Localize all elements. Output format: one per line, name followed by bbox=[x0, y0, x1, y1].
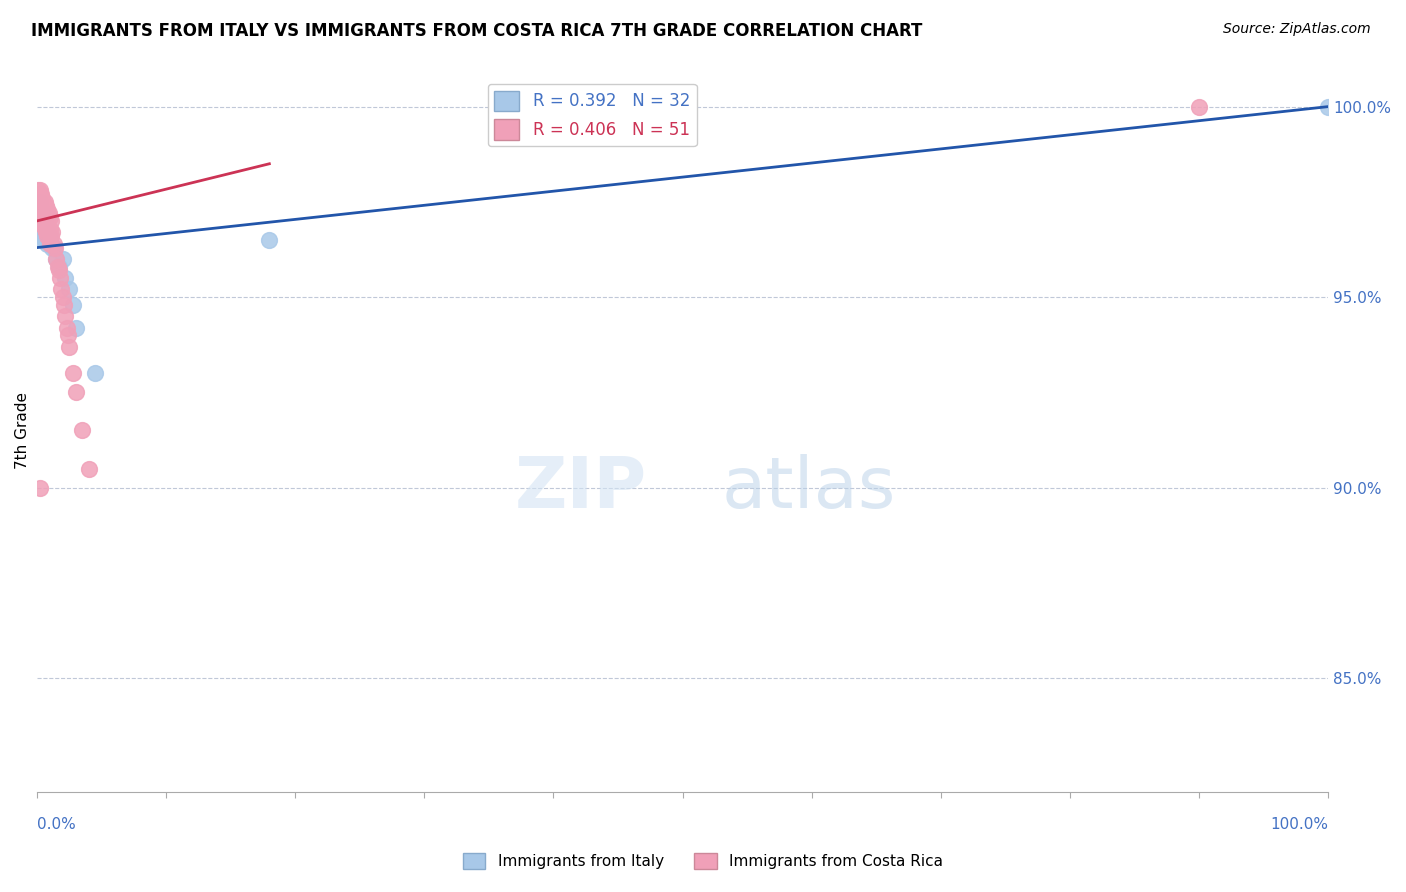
Point bbox=[28, 206, 51, 220]
Point bbox=[34, 194, 56, 209]
Point bbox=[32, 233, 55, 247]
Point bbox=[30, 210, 52, 224]
Point bbox=[37, 202, 59, 217]
Point bbox=[55, 320, 77, 334]
Point bbox=[70, 424, 93, 438]
Point bbox=[1188, 100, 1211, 114]
Point bbox=[37, 221, 59, 235]
Point bbox=[31, 202, 53, 217]
Point bbox=[27, 206, 49, 220]
Point bbox=[32, 194, 55, 209]
Point bbox=[34, 233, 56, 247]
Point bbox=[28, 481, 51, 495]
Point bbox=[27, 221, 49, 235]
Point bbox=[53, 271, 76, 285]
Point bbox=[27, 210, 49, 224]
Point bbox=[65, 320, 87, 334]
Text: 0.0%: 0.0% bbox=[37, 817, 76, 832]
Point bbox=[30, 202, 52, 217]
Point bbox=[28, 194, 51, 209]
Point bbox=[35, 210, 58, 224]
Legend: Immigrants from Italy, Immigrants from Costa Rica: Immigrants from Italy, Immigrants from C… bbox=[457, 847, 949, 875]
Point bbox=[31, 214, 53, 228]
Point bbox=[62, 298, 84, 312]
Point bbox=[30, 199, 52, 213]
Text: 100.0%: 100.0% bbox=[1270, 817, 1329, 832]
Point bbox=[46, 260, 69, 274]
Point bbox=[28, 206, 51, 220]
Point bbox=[41, 241, 63, 255]
Point bbox=[35, 199, 58, 213]
Point bbox=[34, 214, 56, 228]
Point bbox=[31, 229, 53, 244]
Point bbox=[31, 214, 53, 228]
Point bbox=[38, 206, 60, 220]
Point bbox=[32, 214, 55, 228]
Point bbox=[35, 225, 58, 239]
Point bbox=[38, 233, 60, 247]
Point bbox=[65, 385, 87, 400]
Point bbox=[38, 236, 60, 251]
Point bbox=[30, 214, 52, 228]
Point bbox=[41, 225, 63, 239]
Point bbox=[34, 206, 56, 220]
Point bbox=[52, 290, 75, 304]
Point bbox=[84, 367, 107, 381]
Point bbox=[56, 328, 79, 343]
Text: Source: ZipAtlas.com: Source: ZipAtlas.com bbox=[1223, 22, 1371, 37]
Point bbox=[28, 183, 51, 197]
Point bbox=[31, 191, 53, 205]
Point bbox=[42, 236, 65, 251]
Point bbox=[39, 214, 62, 228]
Point bbox=[53, 298, 76, 312]
Point bbox=[37, 229, 59, 244]
Point bbox=[259, 233, 281, 247]
Point bbox=[42, 241, 65, 255]
Point bbox=[77, 461, 100, 475]
Point bbox=[51, 283, 73, 297]
Point bbox=[38, 221, 60, 235]
Point bbox=[37, 214, 59, 228]
Point bbox=[44, 241, 66, 255]
Point bbox=[32, 218, 55, 232]
Point bbox=[30, 187, 52, 202]
Point bbox=[30, 225, 52, 239]
Point bbox=[31, 206, 53, 220]
Point bbox=[27, 183, 49, 197]
Point bbox=[39, 229, 62, 244]
Point bbox=[53, 309, 76, 323]
Point bbox=[49, 271, 72, 285]
Legend: R = 0.392   N = 32, R = 0.406   N = 51: R = 0.392 N = 32, R = 0.406 N = 51 bbox=[488, 84, 697, 146]
Point bbox=[35, 225, 58, 239]
Point bbox=[48, 260, 70, 274]
Point bbox=[38, 210, 60, 224]
Point bbox=[1317, 100, 1340, 114]
Point bbox=[48, 263, 70, 277]
Point bbox=[58, 340, 80, 354]
Point bbox=[32, 206, 55, 220]
Point bbox=[28, 194, 51, 209]
Point bbox=[58, 283, 80, 297]
Y-axis label: 7th Grade: 7th Grade bbox=[15, 392, 30, 469]
Text: ZIP: ZIP bbox=[515, 454, 647, 523]
Point bbox=[45, 252, 67, 266]
Point bbox=[37, 236, 59, 251]
Point bbox=[28, 221, 51, 235]
Text: atlas: atlas bbox=[721, 454, 896, 523]
Point bbox=[34, 221, 56, 235]
Point bbox=[27, 194, 49, 209]
Point bbox=[38, 221, 60, 235]
Point bbox=[45, 252, 67, 266]
Point bbox=[38, 229, 60, 244]
Point bbox=[52, 252, 75, 266]
Point bbox=[62, 367, 84, 381]
Text: IMMIGRANTS FROM ITALY VS IMMIGRANTS FROM COSTA RICA 7TH GRADE CORRELATION CHART: IMMIGRANTS FROM ITALY VS IMMIGRANTS FROM… bbox=[31, 22, 922, 40]
